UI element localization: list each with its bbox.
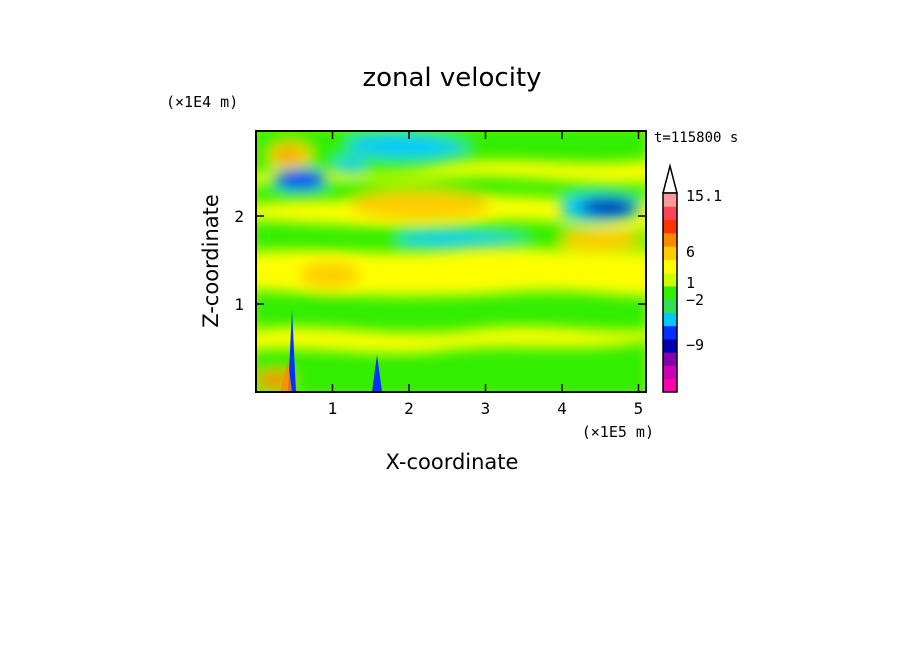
colorbar-segment (663, 193, 677, 207)
colorbar-segment (663, 338, 677, 353)
y-axis-ticks (256, 215, 646, 305)
core-blue-right (580, 198, 636, 216)
x-scale-label: (×1E5 m) (582, 423, 654, 441)
colorbar-label: 6 (686, 243, 695, 261)
band-green-lower (256, 290, 646, 333)
x-tick-labels: 1 2 3 4 5 (328, 399, 644, 418)
colorbar-segment (663, 325, 677, 340)
colorbar-label: −9 (686, 336, 704, 354)
field-bands (256, 131, 646, 392)
plot-area (256, 131, 646, 392)
colorbar-segment (663, 285, 677, 300)
colorbar-segment (663, 312, 677, 327)
colorbar: 15.1 6 1 −2 −9 (662, 163, 722, 393)
colorbar-extend-triangle (662, 163, 678, 194)
chart-title: zonal velocity (362, 63, 541, 93)
colorbar-segment (663, 232, 677, 247)
spike-blue-1 (288, 310, 296, 392)
colorbar-label: −2 (686, 291, 704, 309)
colorbar-frame (662, 192, 678, 393)
x-axis-label: X-coordinate (386, 450, 519, 474)
patch-orange-3 (300, 263, 360, 287)
colorbar-segment (663, 206, 677, 221)
x-tick-label: 1 (328, 399, 338, 418)
x-tick-label: 4 (557, 399, 567, 418)
y-axis-label: Z-coordinate (199, 194, 223, 328)
core-blue-left (274, 170, 326, 190)
band-cyan-mid (400, 232, 530, 247)
colorbar-segment (663, 272, 677, 287)
y-scale-label: (×1E4 m) (166, 93, 238, 111)
spike-blue-2 (372, 355, 382, 392)
colorbar-segment (663, 352, 677, 366)
colorbar-segment (663, 365, 677, 380)
band-green-bottom (256, 340, 646, 392)
colorbar-segment (663, 246, 677, 260)
x-tick-label: 5 (634, 399, 644, 418)
colorbar-segment (663, 259, 677, 274)
band-green-upper (256, 176, 646, 205)
core-cyan-left (334, 158, 366, 172)
colorbar-label: 1 (686, 274, 695, 292)
colorbar-segment (663, 219, 677, 234)
x-tick-label: 2 (404, 399, 414, 418)
time-label: t=115800 s (654, 130, 738, 146)
band-cyan-top (350, 135, 470, 158)
colorbar-label: 15.1 (686, 187, 722, 205)
spike-red-1 (280, 360, 292, 392)
patch-orange-4 (560, 230, 640, 250)
colorbar-segments (663, 193, 677, 393)
x-axis-ticks (331, 131, 640, 392)
colorbar-segment (663, 299, 677, 313)
patch-orange-2 (350, 191, 490, 219)
x-tick-label: 3 (481, 399, 491, 418)
core-orange-top (278, 149, 298, 161)
plot-frame (255, 130, 647, 393)
y-tick-label: 1 (234, 295, 244, 314)
y-tick-labels: 1 2 (234, 207, 244, 314)
y-tick-label: 2 (234, 207, 244, 226)
colorbar-segment (663, 378, 677, 393)
